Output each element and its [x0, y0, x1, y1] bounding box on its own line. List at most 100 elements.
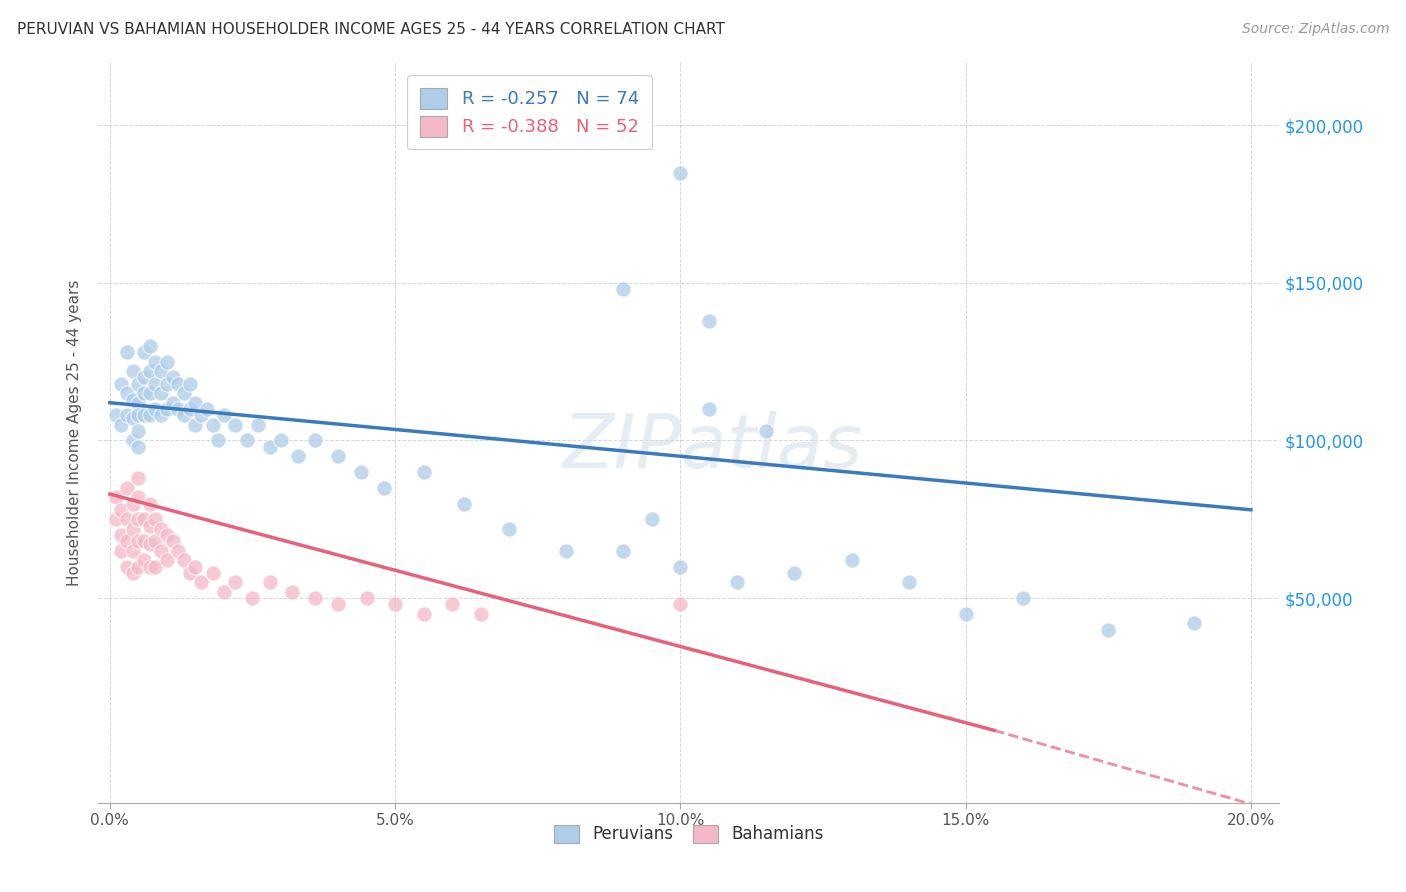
Point: [270, 434, 292, 448]
Point: [132, 512, 155, 526]
Point: [127, 512, 149, 526]
Point: [156, 528, 179, 542]
Point: [156, 402, 179, 417]
Point: [145, 512, 167, 526]
Point: [224, 575, 246, 590]
Point: [350, 465, 373, 479]
Point: [150, 364, 173, 378]
Point: [110, 417, 132, 432]
Point: [212, 409, 235, 423]
Point: [132, 409, 155, 423]
Point: [115, 386, 138, 401]
Point: [156, 553, 179, 567]
Point: [127, 490, 149, 504]
Point: [167, 376, 190, 391]
Point: [121, 566, 143, 580]
Point: [179, 402, 201, 417]
Point: [115, 512, 138, 526]
Point: [697, 402, 720, 417]
Point: [127, 440, 149, 454]
Point: [179, 566, 201, 580]
Point: [132, 386, 155, 401]
Point: [173, 553, 195, 567]
Point: [127, 395, 149, 409]
Point: [127, 534, 149, 549]
Point: [412, 607, 434, 621]
Point: [281, 584, 304, 599]
Point: [207, 434, 229, 448]
Point: [725, 575, 748, 590]
Point: [173, 386, 195, 401]
Point: [453, 496, 475, 510]
Point: [139, 518, 162, 533]
Point: [139, 559, 162, 574]
Point: [242, 591, 264, 605]
Point: [127, 471, 149, 485]
Point: [162, 370, 184, 384]
Point: [104, 512, 127, 526]
Point: [150, 543, 173, 558]
Point: [669, 559, 692, 574]
Point: [201, 566, 224, 580]
Point: [115, 481, 138, 495]
Point: [697, 314, 720, 328]
Point: [1182, 616, 1205, 631]
Point: [121, 364, 143, 378]
Point: [156, 355, 179, 369]
Point: [115, 534, 138, 549]
Point: [955, 607, 977, 621]
Point: [167, 543, 190, 558]
Point: [104, 490, 127, 504]
Point: [412, 465, 434, 479]
Point: [150, 386, 173, 401]
Point: [173, 409, 195, 423]
Point: [121, 411, 143, 425]
Point: [156, 376, 179, 391]
Point: [121, 522, 143, 536]
Point: [184, 559, 207, 574]
Point: [247, 417, 270, 432]
Point: [127, 376, 149, 391]
Point: [139, 364, 162, 378]
Point: [612, 282, 634, 296]
Text: ZIPatlas: ZIPatlas: [562, 411, 863, 483]
Point: [326, 597, 349, 611]
Point: [179, 376, 201, 391]
Point: [127, 424, 149, 438]
Point: [669, 597, 692, 611]
Point: [755, 424, 778, 438]
Point: [132, 534, 155, 549]
Text: Source: ZipAtlas.com: Source: ZipAtlas.com: [1241, 22, 1389, 37]
Point: [897, 575, 920, 590]
Point: [224, 417, 246, 432]
Point: [150, 409, 173, 423]
Point: [132, 345, 155, 359]
Point: [304, 434, 326, 448]
Point: [1097, 623, 1119, 637]
Point: [356, 591, 378, 605]
Point: [145, 534, 167, 549]
Point: [139, 409, 162, 423]
Point: [139, 496, 162, 510]
Point: [184, 417, 207, 432]
Point: [127, 559, 149, 574]
Point: [259, 575, 281, 590]
Point: [121, 543, 143, 558]
Y-axis label: Householder Income Ages 25 - 44 years: Householder Income Ages 25 - 44 years: [67, 279, 83, 586]
Point: [190, 575, 212, 590]
Point: [184, 395, 207, 409]
Point: [121, 434, 143, 448]
Point: [139, 386, 162, 401]
Point: [139, 537, 162, 551]
Point: [287, 449, 309, 463]
Point: [132, 370, 155, 384]
Point: [145, 402, 167, 417]
Point: [498, 522, 520, 536]
Point: [641, 512, 664, 526]
Point: [110, 376, 132, 391]
Point: [441, 597, 464, 611]
Point: [304, 591, 326, 605]
Point: [162, 395, 184, 409]
Point: [326, 449, 349, 463]
Point: [145, 376, 167, 391]
